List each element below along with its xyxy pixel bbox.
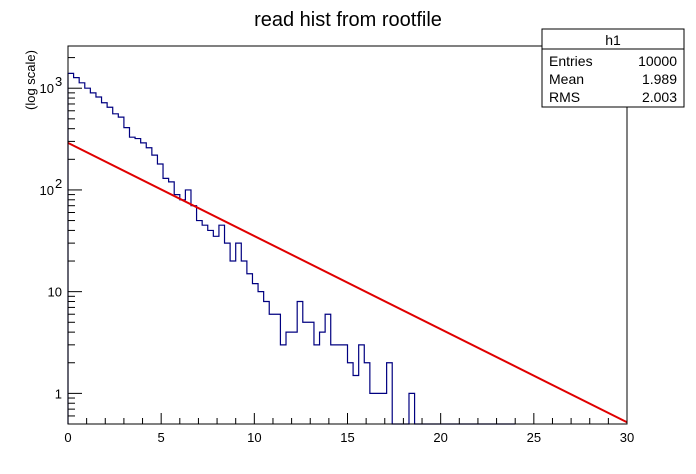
stats-value-rms: 2.003 [642, 89, 677, 105]
y-tick-exponent: 3 [55, 74, 62, 89]
chart-title: read hist from rootfile [254, 9, 442, 31]
y-tick-label: 10 [40, 183, 54, 198]
plot-marks [67, 72, 628, 425]
y-axis-label: (log scale) [23, 50, 38, 110]
stats-label-mean: Mean [549, 71, 584, 87]
stats-box: h1 Entries 10000 Mean 1.989 RMS 2.003 [541, 28, 685, 108]
x-tick-label: 5 [158, 430, 165, 445]
x-tick-label: 0 [64, 430, 71, 445]
x-tick-label: 25 [527, 430, 541, 445]
stats-value-entries: 10000 [638, 53, 677, 69]
y-tick-label: 1 [55, 386, 62, 401]
x-tick-label: 20 [433, 430, 447, 445]
stats-label-entries: Entries [549, 53, 593, 69]
stats-label-rms: RMS [549, 89, 580, 105]
y-tick-exponent: 2 [55, 176, 62, 191]
stats-box-frame [541, 28, 685, 108]
fit-function-line [67, 142, 628, 424]
x-tick-label: 15 [340, 430, 354, 445]
y-tick-label: 10 [48, 285, 62, 300]
histogram-series [67, 72, 516, 425]
x-tick-label: 10 [247, 430, 261, 445]
stats-value-mean: 1.989 [642, 71, 677, 87]
stats-box-name: h1 [605, 32, 621, 48]
y-tick-label: 10 [40, 81, 54, 96]
x-tick-label: 30 [620, 430, 634, 445]
